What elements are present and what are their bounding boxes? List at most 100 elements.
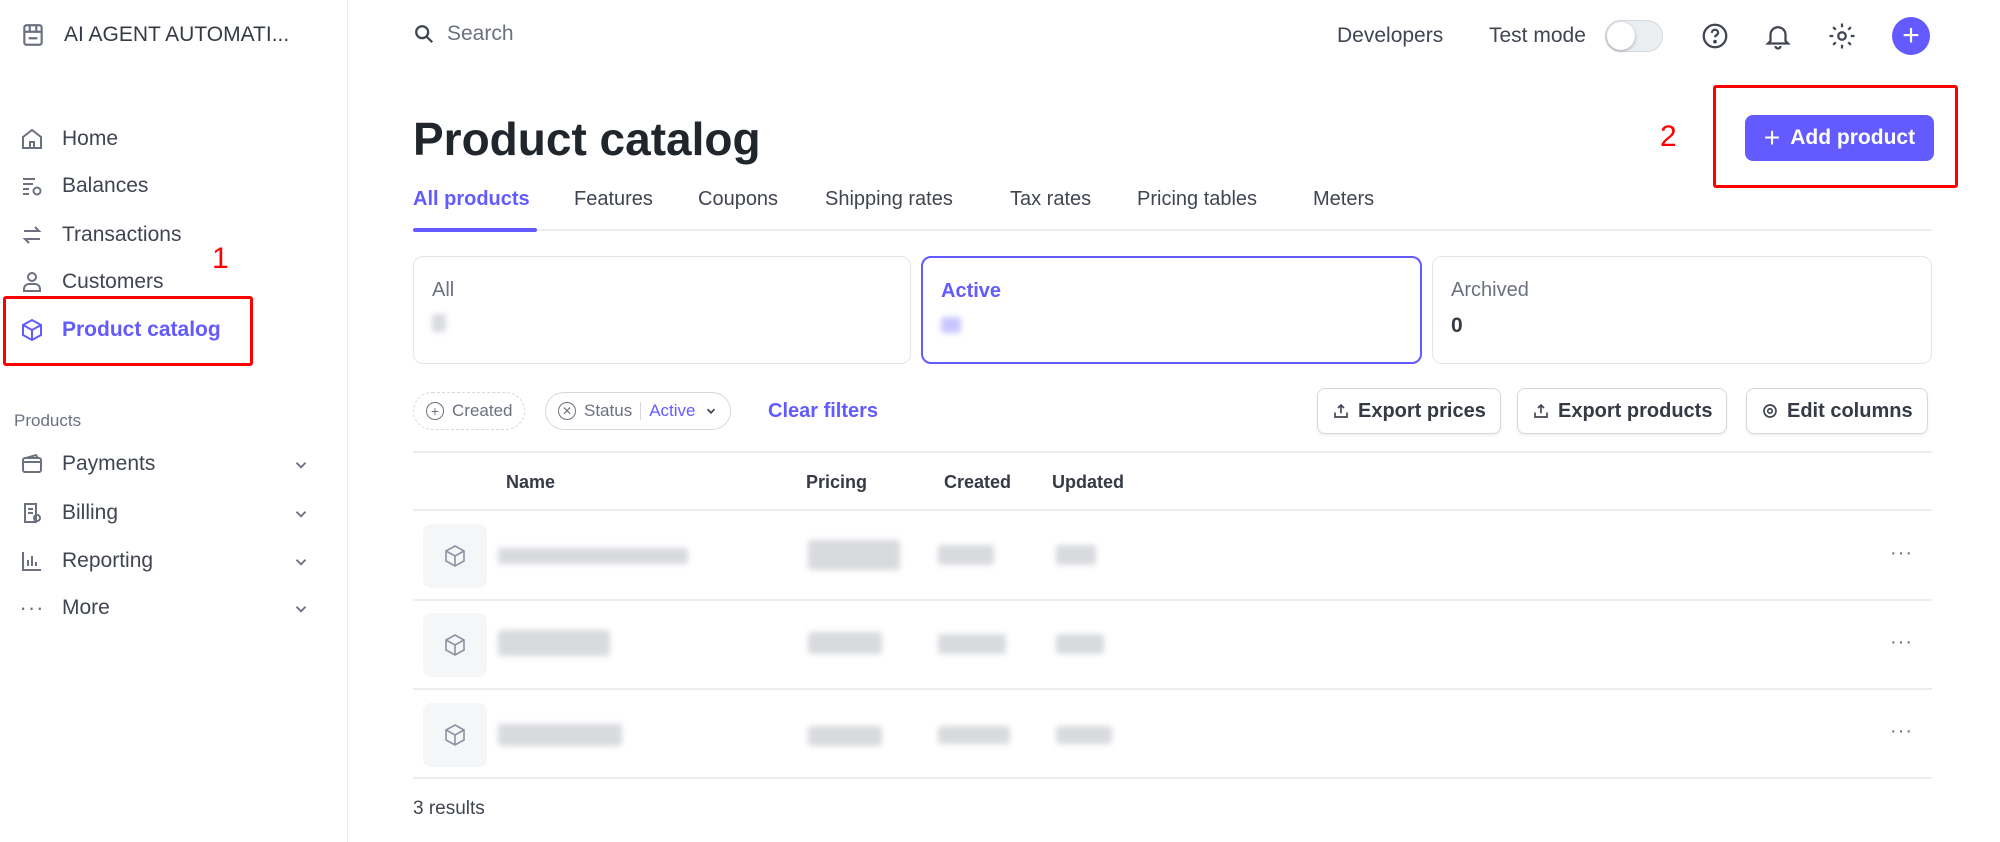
export-icon bbox=[1534, 403, 1548, 418]
remove-filter-icon[interactable]: ✕ bbox=[558, 402, 576, 420]
card-label: All bbox=[432, 279, 455, 301]
sidebar-item-product-catalog[interactable]: Product catalog bbox=[18, 310, 221, 350]
card-label: Active bbox=[941, 280, 1002, 302]
chevron-down-icon[interactable] bbox=[292, 505, 310, 523]
chevron-down-icon bbox=[706, 408, 715, 414]
export-prices-button[interactable]: Export prices bbox=[1317, 388, 1501, 434]
chevron-down-icon[interactable] bbox=[292, 456, 310, 474]
sidebar-item-transactions[interactable]: Transactions bbox=[18, 215, 181, 255]
tab-shipping-rates[interactable]: Shipping rates bbox=[825, 188, 953, 210]
search-icon bbox=[415, 25, 434, 44]
card-label: Archived bbox=[1451, 279, 1529, 301]
page-title: Product catalog bbox=[413, 113, 761, 165]
gear-icon[interactable] bbox=[1827, 21, 1857, 51]
sidebar: AI AGENT AUTOMATI... Home Balances Trans… bbox=[0, 0, 348, 842]
column-header-updated[interactable]: Updated bbox=[1052, 472, 1124, 492]
sidebar-item-home[interactable]: Home bbox=[18, 119, 118, 159]
product-box-icon bbox=[423, 524, 487, 588]
column-header-created[interactable]: Created bbox=[944, 472, 1012, 492]
tab-coupons[interactable]: Coupons bbox=[698, 188, 779, 210]
export-products-label: Export products bbox=[1558, 399, 1713, 422]
sidebar-item-more[interactable]: ··· More bbox=[18, 588, 110, 628]
tab-all-products[interactable]: All products bbox=[413, 188, 530, 210]
annotation-box-1 bbox=[3, 296, 253, 366]
test-mode-toggle[interactable] bbox=[1605, 20, 1663, 52]
status-card-all[interactable]: All bbox=[413, 256, 911, 364]
sidebar-item-label: Product catalog bbox=[62, 318, 221, 341]
row-actions-menu[interactable]: ··· bbox=[1890, 631, 1913, 653]
add-product-label: Add product bbox=[1790, 126, 1916, 149]
created-filter-label: Created bbox=[452, 401, 513, 420]
account-switcher[interactable]: AI AGENT AUTOMATI... bbox=[20, 22, 289, 48]
tab-pricing-tables[interactable]: Pricing tables bbox=[1137, 188, 1258, 210]
sidebar-item-label: Balances bbox=[62, 174, 149, 197]
export-icon bbox=[1334, 403, 1348, 418]
product-box-icon bbox=[423, 703, 487, 767]
sidebar-item-balances[interactable]: Balances bbox=[18, 166, 148, 206]
row-actions-menu[interactable]: ··· bbox=[1890, 720, 1913, 742]
sidebar-item-label: Customers bbox=[62, 270, 164, 293]
chevron-down-icon[interactable] bbox=[292, 553, 310, 571]
status-filter[interactable]: ✕ Status Active bbox=[545, 392, 731, 430]
product-box-icon bbox=[423, 613, 487, 677]
sidebar-item-label: More bbox=[62, 596, 110, 619]
sidebar-item-label: Home bbox=[62, 127, 119, 150]
plus-icon: + bbox=[1902, 19, 1920, 52]
transactions-icon bbox=[18, 221, 46, 249]
sidebar-item-reporting[interactable]: Reporting bbox=[18, 541, 153, 581]
row-divider bbox=[413, 688, 1932, 690]
plus-circle-icon: + bbox=[426, 402, 444, 420]
redacted-updated bbox=[1056, 545, 1096, 565]
export-products-button[interactable]: Export products bbox=[1517, 388, 1728, 434]
row-divider bbox=[413, 509, 1932, 511]
add-product-button[interactable]: + Add product bbox=[1745, 115, 1934, 161]
row-divider bbox=[413, 599, 1932, 601]
column-header-name[interactable]: Name bbox=[506, 472, 556, 492]
sidebar-item-label: Reporting bbox=[62, 549, 154, 572]
customers-icon bbox=[18, 268, 46, 296]
sidebar-item-payments[interactable]: Payments bbox=[18, 444, 155, 484]
billing-icon bbox=[18, 499, 46, 527]
create-plus-button[interactable]: + bbox=[1892, 17, 1930, 55]
status-card-archived[interactable]: Archived 0 bbox=[1432, 256, 1932, 364]
search-input[interactable]: Search bbox=[413, 22, 514, 46]
tabs-divider bbox=[413, 229, 1932, 231]
gear-icon bbox=[1763, 404, 1777, 418]
chevron-down-icon[interactable] bbox=[292, 600, 310, 618]
status-card-active[interactable]: Active bbox=[921, 256, 1422, 364]
edit-columns-button[interactable]: Edit columns bbox=[1746, 388, 1928, 434]
sidebar-item-billing[interactable]: Billing bbox=[18, 493, 118, 533]
redacted-created bbox=[938, 545, 994, 565]
column-header-pricing[interactable]: Pricing bbox=[806, 472, 868, 492]
test-mode-label: Test mode bbox=[1489, 24, 1586, 47]
tab-meters[interactable]: Meters bbox=[1313, 188, 1375, 210]
account-name: AI AGENT AUTOMATI... bbox=[64, 23, 290, 46]
annotation-number-1: 1 bbox=[212, 242, 229, 275]
redacted-created bbox=[938, 726, 1010, 744]
status-filter-value: Active bbox=[649, 401, 696, 420]
sidebar-item-label: Payments bbox=[62, 452, 156, 475]
redacted-created bbox=[938, 634, 1006, 654]
home-icon bbox=[18, 125, 46, 153]
help-icon[interactable] bbox=[1700, 21, 1730, 51]
clear-filters-link[interactable]: Clear filters bbox=[768, 400, 879, 422]
redacted-pricing bbox=[808, 726, 882, 746]
developers-link[interactable]: Developers bbox=[1337, 24, 1444, 47]
sidebar-item-label: Transactions bbox=[62, 223, 182, 246]
redacted-pricing bbox=[808, 540, 900, 570]
tab-features[interactable]: Features bbox=[574, 188, 653, 210]
tab-tax-rates[interactable]: Tax rates bbox=[1010, 188, 1092, 210]
redacted-name bbox=[498, 548, 688, 564]
products-section-label: Products bbox=[14, 411, 82, 430]
redacted-name bbox=[498, 724, 622, 746]
box-icon bbox=[18, 316, 46, 344]
row-actions-menu[interactable]: ··· bbox=[1890, 542, 1913, 564]
created-filter[interactable]: + Created bbox=[413, 392, 526, 430]
redacted-pricing bbox=[808, 632, 882, 654]
table-top-divider bbox=[413, 451, 1932, 453]
bell-icon[interactable] bbox=[1763, 21, 1793, 51]
sidebar-item-customers[interactable]: Customers bbox=[18, 262, 164, 302]
active-tab-indicator bbox=[413, 228, 537, 232]
redacted-updated bbox=[1056, 726, 1112, 744]
more-icon: ··· bbox=[19, 595, 45, 620]
